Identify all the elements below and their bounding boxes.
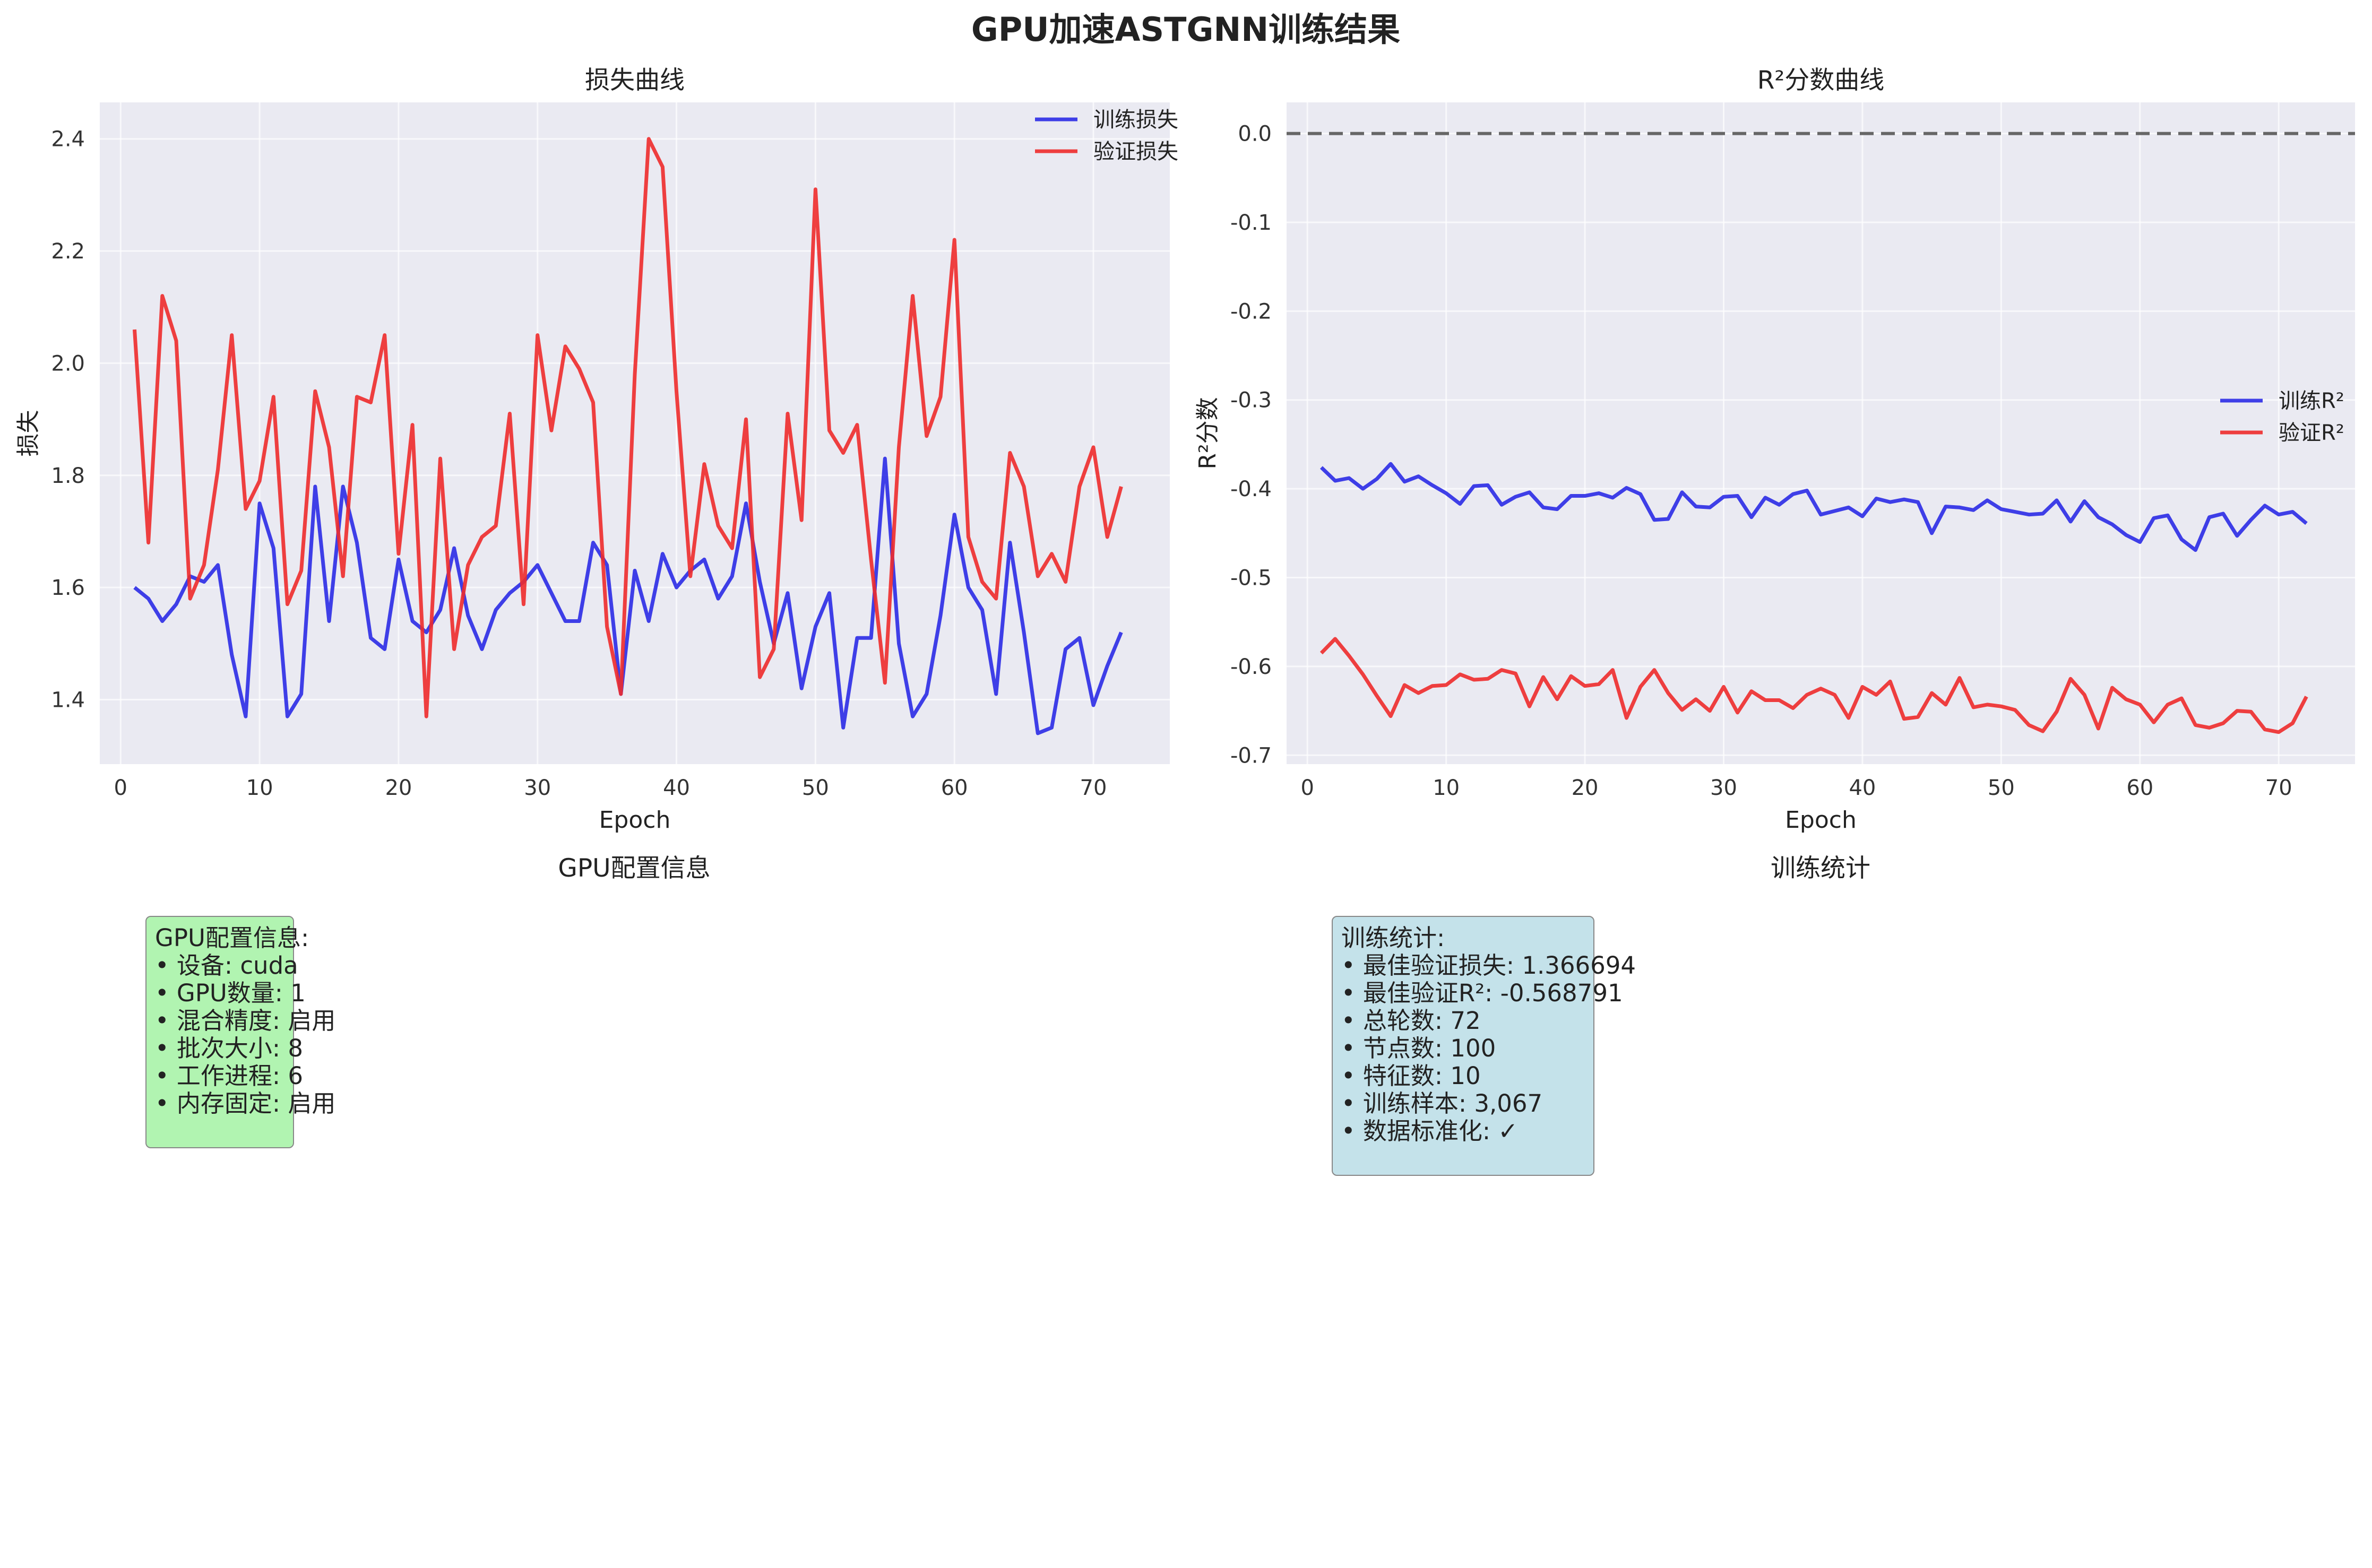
y-tick-label: 2.4	[51, 127, 85, 152]
x-tick-label: 0	[1300, 776, 1314, 800]
x-tick-label: 70	[1080, 776, 1107, 800]
loss-chart: 0 10 20 30 40 50 60 70 1.4 1.6 1.8 2.0 2.2 2.4 损失曲线 Epo…	[15, 66, 1178, 834]
gpu-panel-title: GPU配置信息	[558, 854, 710, 883]
plot-area	[1287, 102, 2355, 764]
series-line-val	[133, 137, 1123, 718]
x-tick-label: 40	[1849, 776, 1876, 800]
y-tick-label: -0.6	[1230, 655, 1272, 679]
x-tick-label: 0	[114, 776, 127, 800]
gpu-panel-line: • 混合精度: 启用	[155, 1007, 336, 1035]
series-line-train	[133, 456, 1123, 735]
chart-title: 损失曲线	[585, 66, 685, 95]
gpu-panel-line: • 内存固定: 启用	[155, 1089, 336, 1117]
chart-title: R²分数曲线	[1757, 66, 1885, 95]
stats-panel-line: • 总轮数: 72	[1341, 1007, 1481, 1035]
gpu-panel-line: • 工作进程: 6	[155, 1062, 303, 1090]
training-stats-box: 训练统计: • 最佳验证损失: 1.366694 • 最佳验证R²: -0.5687…	[1332, 916, 1636, 1176]
stats-panel-line: • 数据标准化: ✓	[1341, 1117, 1519, 1145]
x-axis-label: Epoch	[599, 807, 671, 834]
stats-panel-title: 训练统计	[1771, 854, 1870, 883]
gpu-panel-line: GPU配置信息:	[155, 924, 309, 952]
y-tick-label: 1.8	[51, 464, 85, 488]
x-tick-label: 10	[1433, 776, 1460, 800]
stats-panel-line: 训练统计:	[1341, 924, 1445, 952]
x-tick-label: 50	[802, 776, 829, 800]
x-tick-label: 40	[663, 776, 690, 800]
y-tick-label: 2.2	[51, 239, 85, 264]
legend-label: 训练损失	[1093, 108, 1178, 132]
y-tick-label: -0.5	[1230, 566, 1272, 590]
legend-label: 验证损失	[1093, 140, 1178, 164]
y-axis-label: 损失	[15, 410, 42, 457]
x-tick-label: 20	[1572, 776, 1599, 800]
x-tick-label: 60	[941, 776, 968, 800]
x-tick-label: 30	[1710, 776, 1737, 800]
stats-panel-line: • 节点数: 100	[1341, 1034, 1496, 1062]
r2-chart: 0 10 20 30 40 50 60 70 0.0 -0.1 -0.2 -0.3 -0.4 -0.5 -0…	[1194, 66, 2355, 834]
x-tick-label: 10	[246, 776, 273, 800]
y-tick-label: -0.2	[1230, 299, 1272, 324]
x-tick-label: 20	[385, 776, 412, 800]
x-axis-label: Epoch	[1785, 807, 1857, 834]
y-tick-label: 1.4	[51, 688, 85, 712]
gpu-panel-line: • 批次大小: 8	[155, 1034, 303, 1062]
series-line-train	[1319, 462, 2308, 552]
y-tick-label: -0.3	[1230, 388, 1272, 413]
stats-panel-line: • 训练样本: 3,067	[1341, 1089, 1543, 1117]
y-tick-label: -0.4	[1230, 477, 1272, 501]
stats-panel-line: • 特征数: 10	[1341, 1062, 1481, 1090]
series-line-val	[1319, 637, 2308, 734]
y-tick-label: 0.0	[1238, 122, 1272, 146]
x-tick-label: 60	[2126, 776, 2153, 800]
x-tick-label: 30	[524, 776, 551, 800]
y-tick-label: -0.7	[1230, 743, 1272, 768]
legend-label: 训练R²	[2279, 389, 2344, 413]
gpu-panel-line: • GPU数量: 1	[155, 979, 306, 1007]
stats-panel-line: • 最佳验证损失: 1.366694	[1341, 951, 1636, 980]
plot-area	[100, 102, 1170, 764]
y-axis-label: R²分数	[1194, 397, 1221, 469]
gpu-config-box: GPU配置信息: • 设备: cuda • GPU数量: 1 • 混合精度: 启用 • …	[145, 916, 336, 1148]
y-tick-label: -0.1	[1230, 211, 1272, 235]
legend-label: 验证R²	[2279, 421, 2344, 445]
gpu-panel-line: • 设备: cuda	[155, 951, 298, 980]
x-tick-label: 70	[2265, 776, 2292, 800]
y-tick-label: 1.6	[51, 576, 85, 600]
y-tick-label: 2.0	[51, 351, 85, 376]
figure-title: GPU加速ASTGNN训练结果	[971, 10, 1400, 49]
stats-panel-line: • 最佳验证R²: -0.568791	[1341, 979, 1623, 1007]
x-tick-label: 50	[1988, 776, 2015, 800]
